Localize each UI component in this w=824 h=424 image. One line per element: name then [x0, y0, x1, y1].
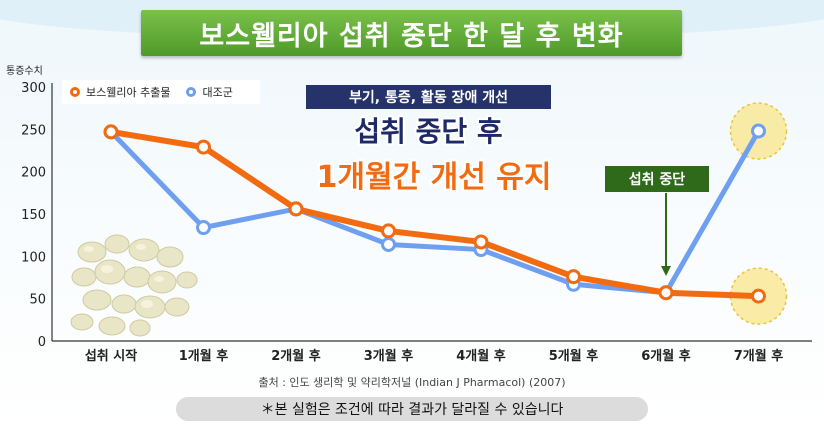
data-point-control	[751, 123, 766, 139]
legend-label-control: 대조군	[202, 86, 233, 99]
x-tick-label: 섭취 시작	[85, 348, 137, 364]
legend-marker-blue	[186, 87, 197, 97]
data-point-boswellia	[196, 139, 211, 155]
data-point-boswellia	[658, 285, 674, 301]
disclaimer-note: ＊본 실험은 조건에 따라 결과가 달라질 수 있습니다	[176, 397, 648, 421]
boswellia-resin-image	[70, 234, 198, 337]
x-tick-label: 6개월 후	[641, 348, 690, 364]
x-tick-label: 5개월 후	[549, 348, 598, 364]
chart-title: 보스웰리아 섭취 중단 한 달 후 변화	[199, 20, 624, 52]
data-point-boswellia	[381, 223, 396, 239]
data-point-control	[381, 236, 396, 252]
x-tick-label: 3개월 후	[364, 348, 413, 364]
stop-intake-label: 섭취 중단	[605, 166, 709, 192]
title-banner: 보스웰리아 섭취 중단 한 달 후 변화	[141, 10, 682, 56]
legend-item-control: 대조군	[186, 84, 233, 100]
data-point-control	[196, 220, 211, 236]
data-point-boswellia	[473, 234, 489, 250]
data-point-boswellia	[288, 201, 304, 217]
y-tick-label: 200	[21, 166, 46, 181]
y-tick-label: 150	[21, 208, 46, 223]
x-tick-label: 1개월 후	[179, 348, 228, 364]
data-point-boswellia	[566, 269, 581, 285]
y-tick-label: 100	[21, 250, 46, 265]
y-tick-label: 50	[29, 293, 46, 308]
annotation-tag: 부기, 통증, 활동 장애 개선	[306, 85, 551, 109]
legend-label-boswellia: 보스웰리아 추출물	[86, 86, 171, 99]
y-axis-label: 통증수치	[6, 66, 43, 77]
annotation-line1: 섭취 중단 후	[354, 115, 503, 148]
data-point-boswellia	[751, 288, 766, 304]
x-tick-label: 4개월 후	[456, 348, 505, 364]
data-point-boswellia	[103, 124, 119, 140]
source-citation: 출처 : 인도 생리학 및 약리학저널 (Indian J Pharmacol)…	[258, 376, 566, 389]
x-tick-label: 2개월 후	[271, 348, 320, 364]
legend-marker-orange	[70, 87, 80, 97]
series-line-boswellia	[108, 128, 762, 300]
y-tick-label: 300	[21, 81, 46, 96]
legend: 보스웰리아 추출물 대조군	[62, 80, 260, 104]
legend-item-boswellia: 보스웰리아 추출물	[70, 84, 170, 100]
y-tick-label: 250	[21, 123, 46, 138]
y-tick-label: 0	[38, 335, 46, 350]
x-tick-label: 7개월 후	[734, 348, 783, 364]
stop-arrow-head	[661, 266, 671, 276]
annotation-line2: 1개월간 개선 유지	[316, 160, 552, 195]
disclaimer-text: ＊본 실험은 조건에 따라 결과가 달라질 수 있습니다	[260, 402, 564, 418]
